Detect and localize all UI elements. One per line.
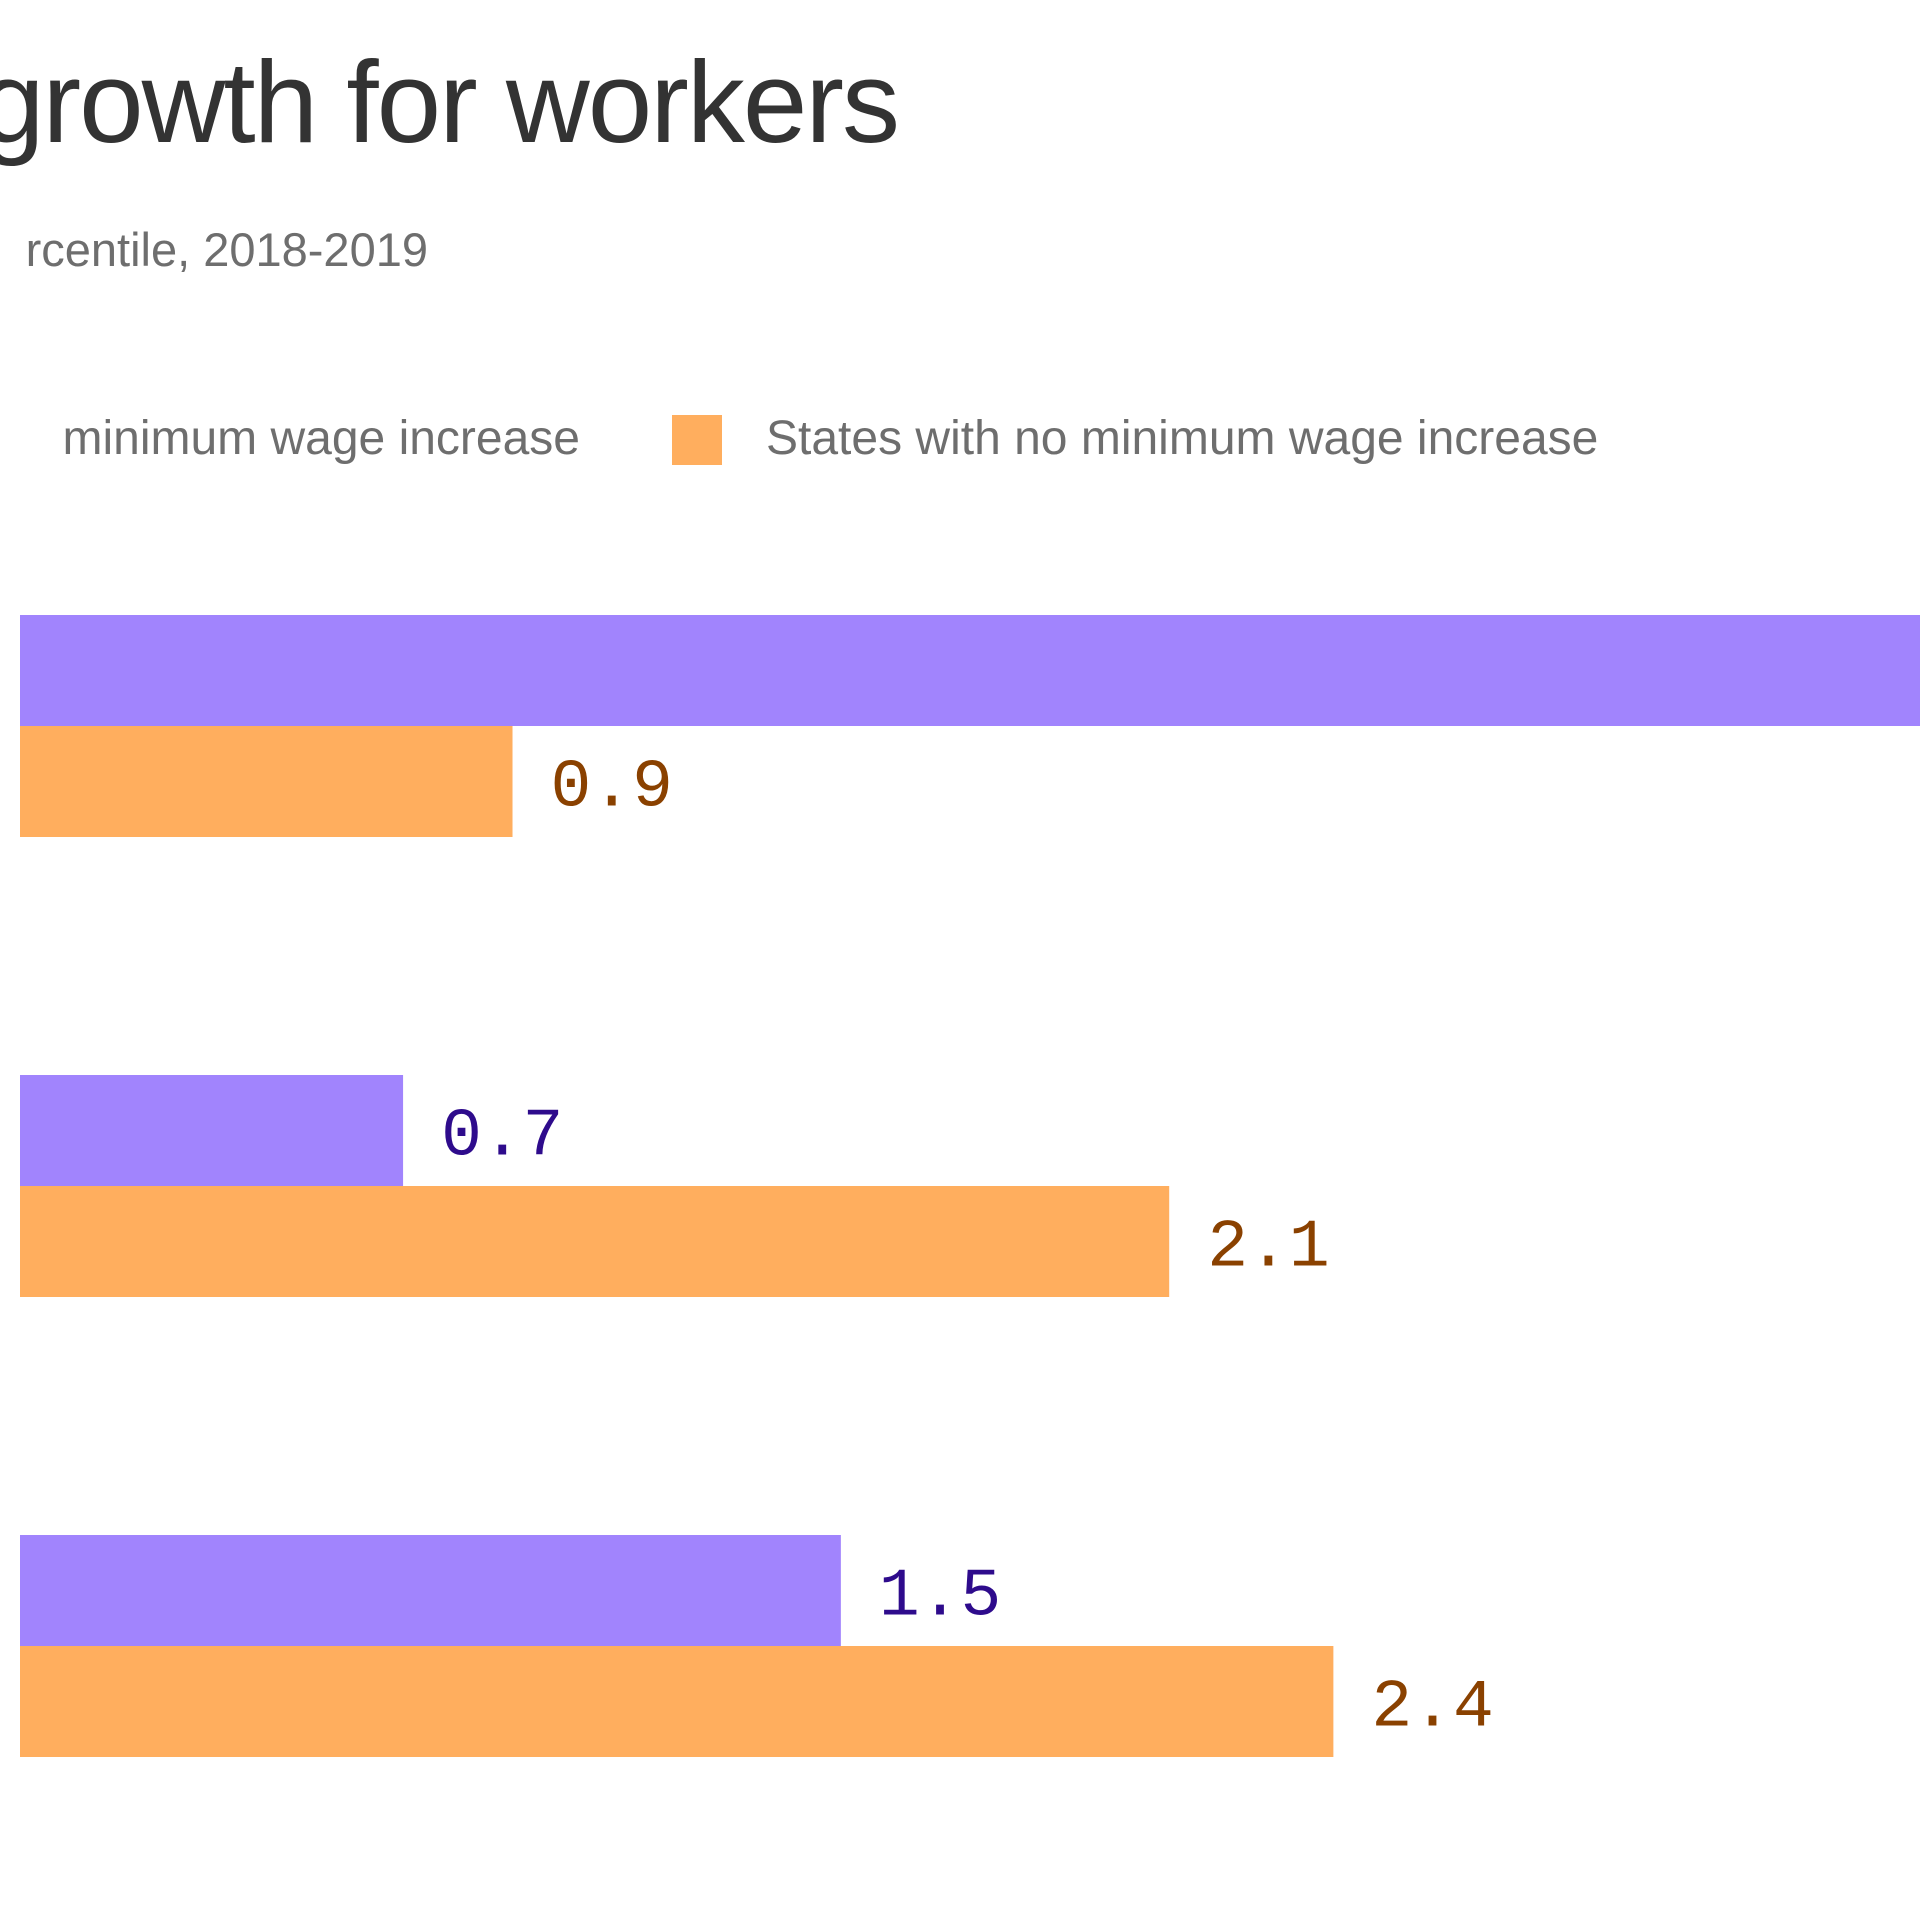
data-label-series-1-group-2: 2.4 xyxy=(1371,1670,1493,1747)
bar-series-1-group-0 xyxy=(20,726,513,837)
chart-title: growth for workers xyxy=(0,37,900,167)
data-label-series-1-group-0: 0.9 xyxy=(551,750,673,827)
data-label-series-0-group-2: 1.5 xyxy=(879,1559,1001,1636)
bar-series-0-group-0 xyxy=(20,615,1920,726)
bar-series-1-group-2 xyxy=(20,1646,1334,1757)
data-label-series-0-group-1: 0.7 xyxy=(441,1099,563,1176)
data-label-series-1-group-1: 2.1 xyxy=(1207,1210,1329,1287)
legend-label-no-min-wage-increase: States with no minimum wage increase xyxy=(766,412,1599,465)
legend-label-min-wage-increase: minimum wage increase xyxy=(62,412,580,465)
chart-subtitle: rcentile, 2018-2019 xyxy=(25,223,428,276)
bar-series-1-group-1 xyxy=(20,1186,1170,1297)
bar-series-0-group-1 xyxy=(20,1075,404,1186)
bar-series-0-group-2 xyxy=(20,1535,841,1646)
legend-swatch-no-min-wage-increase xyxy=(672,415,722,465)
